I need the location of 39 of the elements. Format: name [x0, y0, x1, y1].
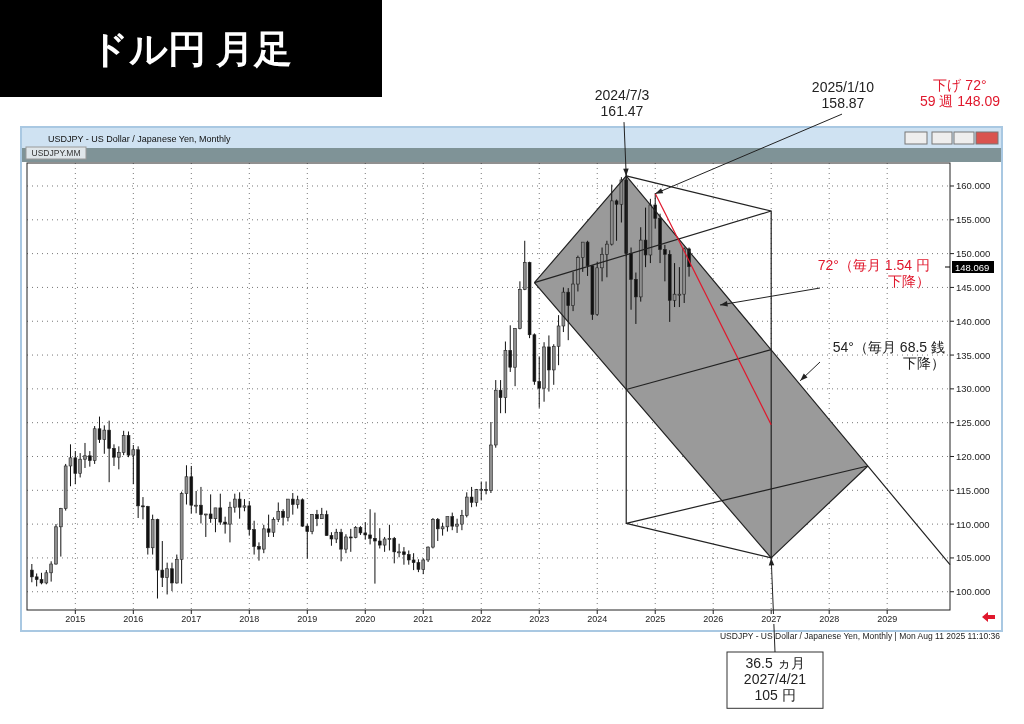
annotation: 72°（毎月 1.54 円下降）	[817, 257, 930, 290]
x-tick-label: 2018	[239, 614, 260, 624]
text: USDJPY.MM	[31, 148, 81, 158]
y-tick-label: 140.000	[956, 315, 991, 327]
text: 下げ 72° 59 週 148.09	[919, 77, 1001, 110]
annotation: 2025/1/10 158.87	[811, 79, 875, 112]
x-tick-label: 2016	[123, 614, 144, 624]
x-tick-label: 2021	[413, 614, 434, 624]
x-tick-label: 2022	[471, 614, 492, 624]
x-tick-label: 2029	[877, 614, 898, 624]
annotation: 2024/7/3 161.47	[594, 87, 650, 120]
x-tick-label: 2025	[645, 614, 666, 624]
x-tick-label: 2028	[819, 614, 840, 624]
y-tick-label: 160.000	[956, 180, 991, 192]
y-tick-label: 130.000	[956, 383, 991, 395]
y-tick-label: 155.000	[956, 214, 991, 226]
annotation: 36.5 ヵ月 2027/4/21 105 円	[743, 655, 807, 704]
y-tick-label: 125.000	[956, 417, 991, 429]
x-tick-label: 2015	[65, 614, 86, 624]
y-tick-label: 120.000	[956, 450, 991, 462]
x-tick-label: 2024	[587, 614, 608, 624]
x-tick-label: 2027	[761, 614, 782, 624]
x-tick-label: 2026	[703, 614, 724, 624]
chart-subtitle: USDJPY - US Dollar / Japanese Yen, Monthly	[48, 134, 231, 144]
annotation: 54°（毎月 68.5 銭下降）	[832, 339, 945, 372]
y-tick-label: 100.000	[956, 586, 991, 598]
y-tick-label: 145.000	[956, 281, 991, 293]
y-tick-label: 115.000	[956, 484, 990, 496]
text: 148.069	[955, 261, 990, 273]
y-tick-label: 105.000	[956, 552, 991, 564]
x-tick-label: 2020	[355, 614, 376, 624]
chart-title: ドル円 月足	[89, 28, 293, 70]
x-tick-label: 2017	[181, 614, 202, 624]
x-tick-label: 2019	[297, 614, 318, 624]
text: USDJPY - US Dollar / Japanese Yen, Monthly | Mon Aug 11 2025 11:10:36	[719, 631, 1001, 641]
y-tick-label: 150.000	[956, 248, 991, 260]
x-tick-label: 2023	[529, 614, 550, 624]
y-tick-label: 135.000	[956, 349, 991, 361]
y-tick-label: 110.000	[956, 518, 990, 530]
